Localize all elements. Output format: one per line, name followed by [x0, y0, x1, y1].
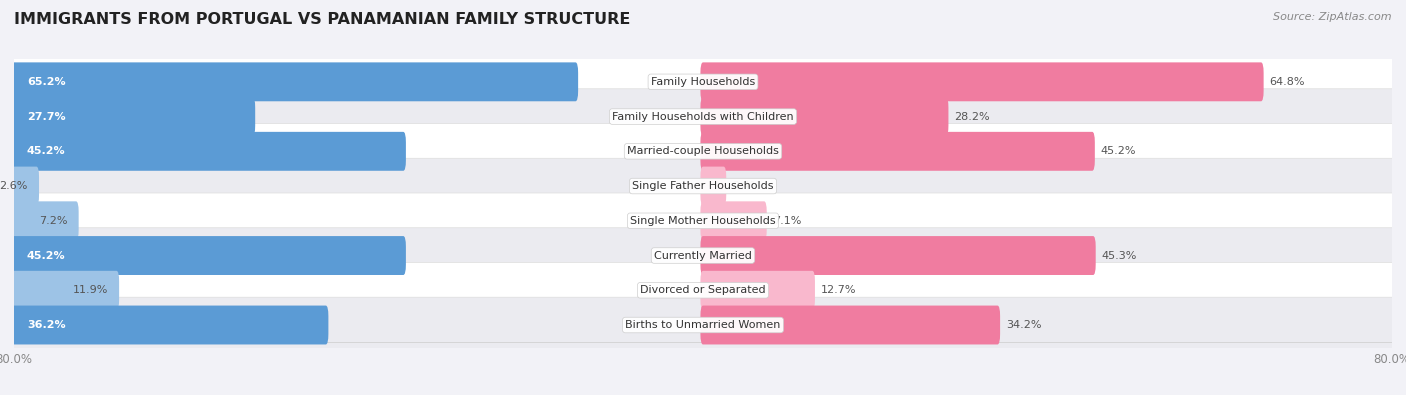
FancyBboxPatch shape [3, 228, 1403, 283]
Text: 28.2%: 28.2% [955, 111, 990, 122]
FancyBboxPatch shape [700, 306, 1000, 344]
Text: Births to Unmarried Women: Births to Unmarried Women [626, 320, 780, 330]
FancyBboxPatch shape [11, 167, 39, 205]
FancyBboxPatch shape [3, 193, 1403, 248]
FancyBboxPatch shape [11, 271, 120, 310]
Text: 2.4%: 2.4% [733, 181, 761, 191]
Text: 45.3%: 45.3% [1102, 250, 1137, 261]
FancyBboxPatch shape [3, 124, 1403, 179]
Text: 45.2%: 45.2% [27, 146, 66, 156]
Text: 7.2%: 7.2% [39, 216, 67, 226]
FancyBboxPatch shape [11, 201, 79, 240]
Text: 65.2%: 65.2% [27, 77, 66, 87]
FancyBboxPatch shape [11, 97, 256, 136]
FancyBboxPatch shape [700, 201, 766, 240]
FancyBboxPatch shape [11, 236, 406, 275]
FancyBboxPatch shape [700, 236, 1095, 275]
FancyBboxPatch shape [3, 158, 1403, 214]
Text: IMMIGRANTS FROM PORTUGAL VS PANAMANIAN FAMILY STRUCTURE: IMMIGRANTS FROM PORTUGAL VS PANAMANIAN F… [14, 12, 630, 27]
FancyBboxPatch shape [700, 97, 949, 136]
Text: Family Households with Children: Family Households with Children [612, 111, 794, 122]
FancyBboxPatch shape [3, 54, 1403, 110]
Text: Currently Married: Currently Married [654, 250, 752, 261]
Text: 12.7%: 12.7% [821, 285, 856, 295]
Text: Divorced or Separated: Divorced or Separated [640, 285, 766, 295]
Text: Single Father Households: Single Father Households [633, 181, 773, 191]
Text: 45.2%: 45.2% [1101, 146, 1136, 156]
Text: 11.9%: 11.9% [73, 285, 108, 295]
Text: 64.8%: 64.8% [1270, 77, 1305, 87]
FancyBboxPatch shape [11, 306, 329, 344]
FancyBboxPatch shape [700, 167, 727, 205]
Text: 34.2%: 34.2% [1007, 320, 1042, 330]
FancyBboxPatch shape [11, 132, 406, 171]
Text: 7.1%: 7.1% [773, 216, 801, 226]
FancyBboxPatch shape [3, 263, 1403, 318]
Text: 36.2%: 36.2% [27, 320, 66, 330]
Text: Married-couple Households: Married-couple Households [627, 146, 779, 156]
FancyBboxPatch shape [3, 89, 1403, 144]
FancyBboxPatch shape [11, 62, 578, 101]
Text: 27.7%: 27.7% [27, 111, 66, 122]
Text: 2.6%: 2.6% [0, 181, 28, 191]
FancyBboxPatch shape [700, 62, 1264, 101]
FancyBboxPatch shape [700, 271, 815, 310]
Text: Family Households: Family Households [651, 77, 755, 87]
Text: Source: ZipAtlas.com: Source: ZipAtlas.com [1274, 12, 1392, 22]
FancyBboxPatch shape [3, 297, 1403, 353]
FancyBboxPatch shape [700, 132, 1095, 171]
Text: 45.2%: 45.2% [27, 250, 66, 261]
Text: Single Mother Households: Single Mother Households [630, 216, 776, 226]
